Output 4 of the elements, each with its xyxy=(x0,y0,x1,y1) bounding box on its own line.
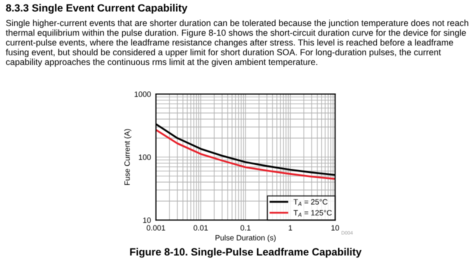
chart-title: 8.3.3 Single Event Current Capability xyxy=(6,4,188,14)
line-series xyxy=(156,128,336,180)
caption: Figure 8-10. Single-Pulse Leadframe Capability xyxy=(130,248,362,258)
chart-subtitle: Single higher-current events that are shorter duration can be tolerated because the junction temperature does not reach thermal equilibrium within the pulse duration. Figure 8-10 shows the short-circuit duration curve for the device for single current-pulse events, where the leadframe resistance changes after stress. This level is reached before a leadframe fusing event, but should be considered a upper limit for short duration SOA. For long-duration pulses, the current capability approaches the continuous rms limit at the given ambient temperature. xyxy=(6,20,468,67)
